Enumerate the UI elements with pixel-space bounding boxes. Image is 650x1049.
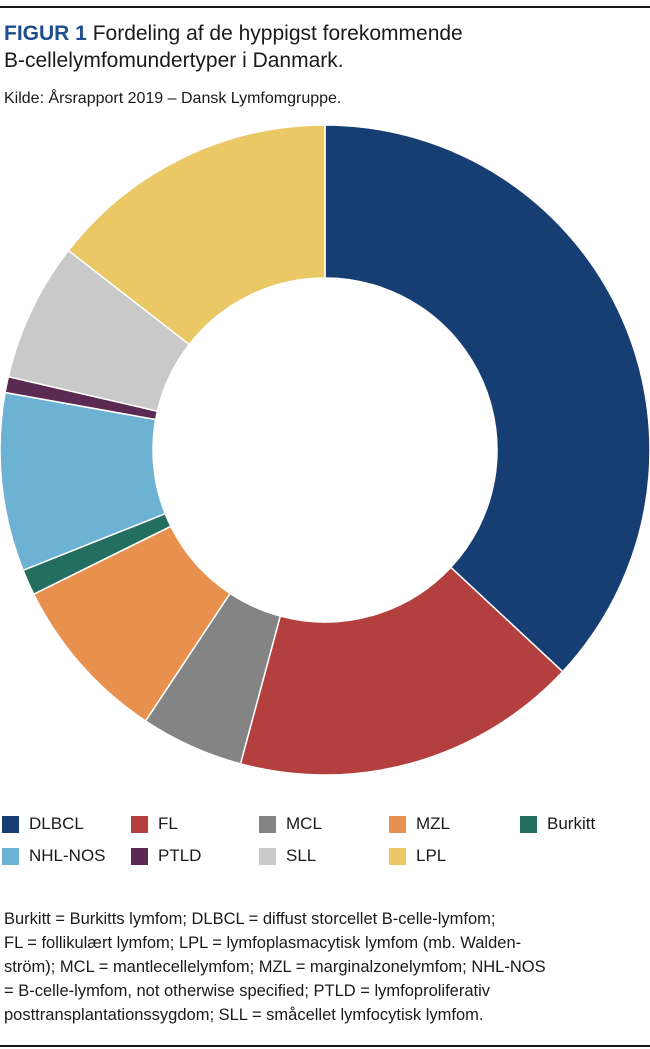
legend-label-lpl: LPL [416, 846, 447, 865]
donut-slice-fl [239, 566, 564, 776]
legend-item-sll: SLL [259, 846, 316, 866]
legend-swatch-ptld [131, 847, 148, 865]
figure-title-text: Fordeling af de hyppigst forekommende [92, 22, 463, 45]
legend-label-burkitt: Burkitt [547, 814, 596, 833]
notes-line: ström); MCL = mantlecellelymfom; MZL = m… [4, 958, 546, 976]
figure-label: FIGUR 1 [4, 22, 87, 45]
abbreviation-notes: Burkitt = Burkitts lymfom; DLBCL = diffu… [4, 907, 644, 1027]
legend-swatch-fl [131, 815, 148, 833]
top-rule [0, 6, 650, 8]
legend-label-mzl: MZL [416, 814, 450, 833]
figure-title-line-2: B-cellelymfomundertyper i Danmark. [4, 49, 344, 72]
legend-item-ptld: PTLD [131, 846, 201, 866]
legend-item-nhl-nos: NHL-NOS [2, 846, 106, 866]
legend-item-fl: FL [131, 814, 178, 834]
legend-swatch-mcl [259, 815, 276, 833]
notes-line: Burkitt = Burkitts lymfom; DLBCL = diffu… [4, 910, 496, 928]
legend-swatch-burkitt [520, 815, 537, 833]
figure-source: Kilde: Årsrapport 2019 – Dansk Lymfomgru… [4, 90, 342, 107]
figure-title-line-1: FIGUR 1 Fordeling af de hyppigst forekom… [4, 20, 624, 47]
legend-item-mzl: MZL [389, 814, 450, 834]
donut-slice-lpl [67, 124, 326, 346]
legend-label-ptld: PTLD [158, 846, 202, 865]
legend-label-nhl-nos: NHL-NOS [29, 846, 106, 865]
legend-label-mcl: MCL [286, 814, 322, 833]
legend-label-sll: SLL [286, 846, 317, 865]
legend-item-dlbcl: DLBCL [2, 814, 84, 834]
notes-line: posttransplantationssygdom; SLL = småcel… [4, 1006, 484, 1024]
legend-item-mcl: MCL [259, 814, 322, 834]
legend-swatch-sll [259, 847, 276, 865]
donut-chart [0, 124, 650, 776]
legend-swatch-lpl [389, 847, 406, 865]
notes-line: FL = follikulært lymfom; LPL = lymfoplas… [4, 934, 522, 952]
bottom-rule [0, 1045, 650, 1047]
legend-label-dlbcl: DLBCL [29, 814, 84, 833]
legend-swatch-nhl-nos [2, 847, 19, 865]
chart-legend: DLBCL FL MCL MZL Burkitt NHL-NOS PTLD SL… [0, 810, 650, 870]
legend-swatch-dlbcl [2, 815, 19, 833]
notes-line: = B-celle-lymfom, not otherwise specifie… [4, 982, 491, 1000]
legend-swatch-mzl [389, 815, 406, 833]
legend-label-fl: FL [158, 814, 178, 833]
figure-header: FIGUR 1 Fordeling af de hyppigst forekom… [4, 20, 624, 74]
donut-slice-dlbcl [324, 124, 650, 673]
legend-item-burkitt: Burkitt [520, 814, 595, 834]
legend-item-lpl: LPL [389, 846, 446, 866]
